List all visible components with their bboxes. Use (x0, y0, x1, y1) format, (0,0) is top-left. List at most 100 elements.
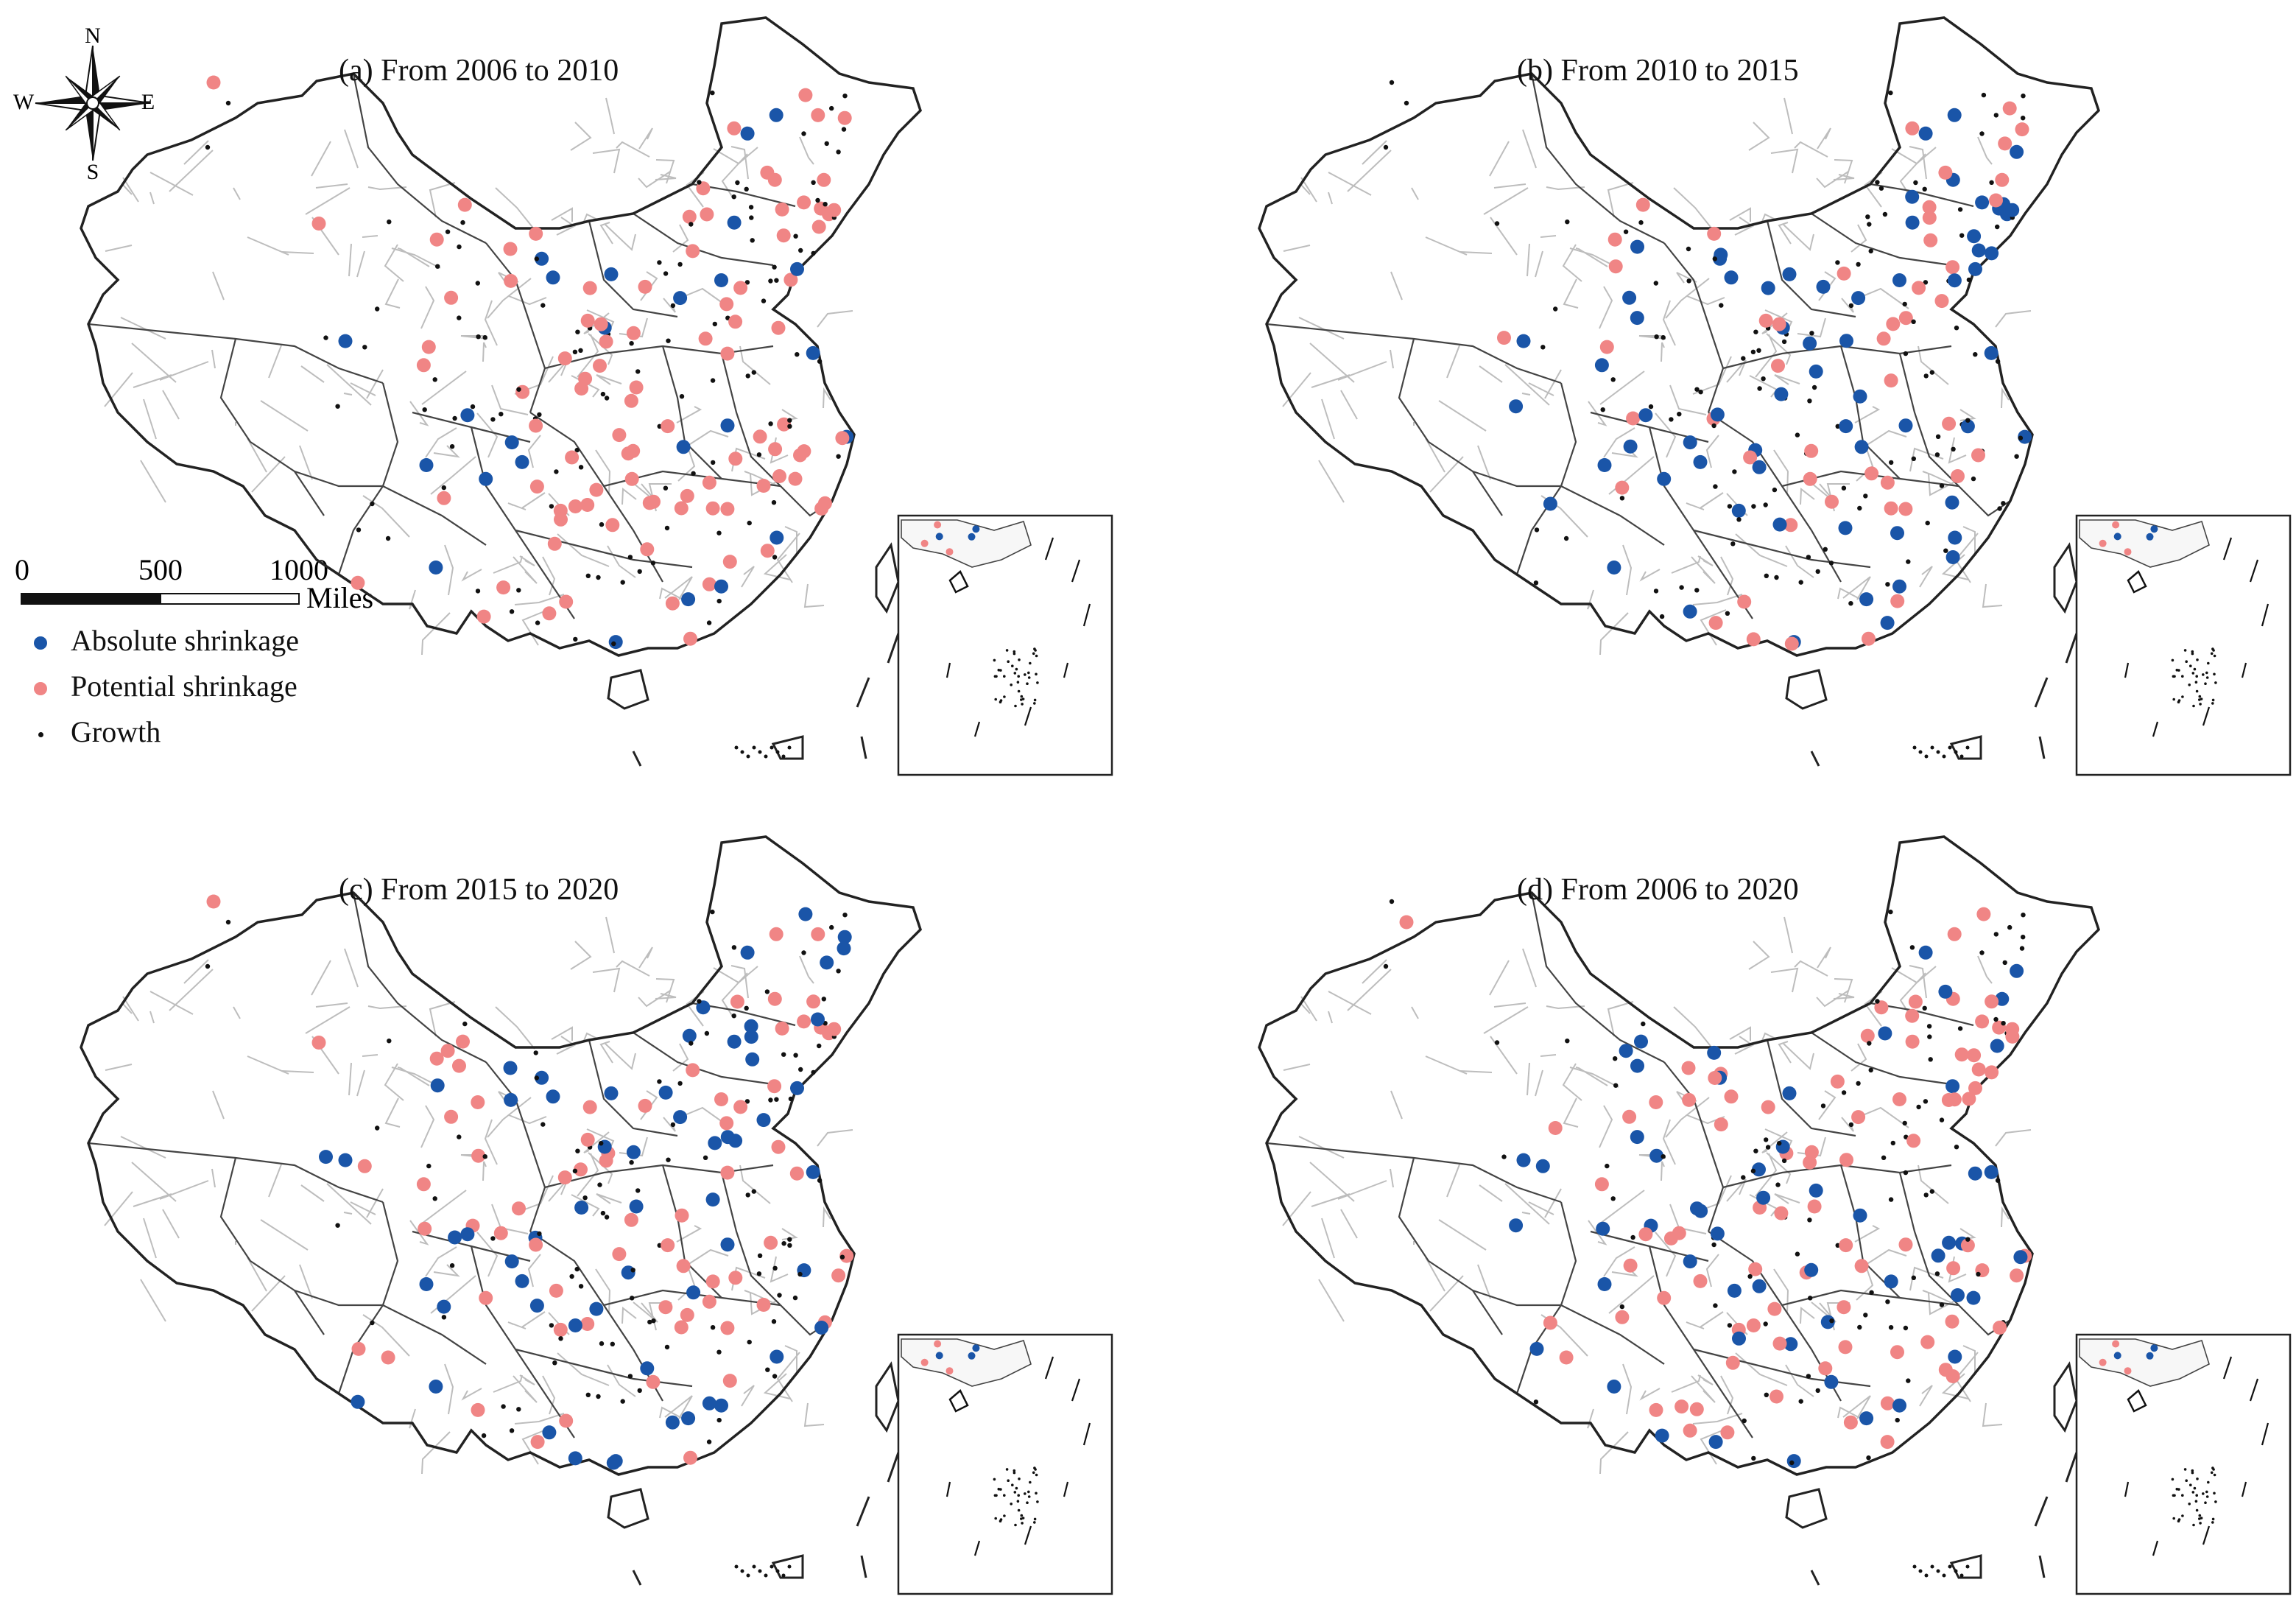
city-point-absolute (727, 1034, 742, 1049)
city-point-potential (1880, 475, 1895, 490)
city-point-growth (657, 424, 662, 429)
city-point-potential (1615, 1310, 1630, 1324)
city-point-absolute (1859, 1411, 1874, 1426)
city-point-growth (768, 421, 773, 426)
city-point-growth (797, 1271, 803, 1277)
city-point-growth (1951, 446, 1956, 452)
city-point-potential (674, 501, 689, 516)
city-points (1383, 899, 2032, 1469)
city-point-growth (1713, 1303, 1718, 1308)
south-china-sea-inset (2075, 1333, 2292, 1595)
city-point-growth (1679, 585, 1684, 590)
city-point-growth (716, 598, 722, 604)
city-point-potential (814, 502, 829, 516)
city-point-absolute (1724, 270, 1739, 285)
city-point-potential (1748, 1262, 1763, 1276)
city-point-potential (680, 1307, 694, 1322)
city-point-potential (1663, 1231, 1678, 1246)
city-point-growth (711, 460, 716, 466)
city-point-potential (1922, 200, 1937, 214)
city-point-growth (757, 1253, 763, 1258)
city-point-growth (1725, 611, 1730, 616)
city-point-potential (789, 1166, 804, 1181)
city-point-growth (1823, 547, 1828, 552)
city-point-growth (225, 919, 231, 925)
city-point-growth (761, 298, 767, 303)
city-point-absolute (728, 1134, 743, 1148)
city-point-absolute (546, 270, 560, 285)
city-point-growth (1954, 326, 1959, 331)
city-point-growth (432, 377, 437, 382)
city-point-absolute (1786, 1454, 1801, 1469)
islands (607, 1361, 900, 1586)
city-point-potential (1626, 411, 1641, 426)
city-point-potential (1725, 1355, 1740, 1370)
panel-title-d: (d) From 2006 to 2020 (1517, 873, 1799, 907)
city-point-potential (476, 609, 491, 624)
city-point-growth (798, 1067, 803, 1072)
city-point-growth (1927, 1034, 1932, 1039)
city-point-growth (1848, 303, 1854, 309)
city-point-growth (1993, 113, 1999, 118)
city-point-growth (452, 415, 457, 421)
city-point-absolute (1752, 460, 1767, 474)
city-point-potential (1892, 1092, 1906, 1106)
city-point-potential (1837, 1300, 1851, 1315)
city-point-potential (756, 1298, 771, 1312)
city-point-absolute (1948, 1349, 1962, 1364)
city-point-absolute (430, 1078, 445, 1093)
city-point-growth (600, 391, 606, 397)
city-point-absolute (1905, 189, 1920, 204)
city-point-growth (370, 1320, 375, 1326)
city-point-potential (797, 1014, 811, 1029)
city-point-absolute (676, 440, 691, 454)
city-point-potential (775, 202, 789, 217)
city-point-absolute (1543, 496, 1557, 511)
city-point-potential (720, 502, 735, 516)
city-point-potential (1830, 1074, 1845, 1089)
city-point-potential (661, 1238, 675, 1253)
city-point-growth (1600, 407, 1605, 412)
city-point-growth (1694, 588, 1700, 593)
city-point-potential (1906, 1134, 1921, 1148)
city-point-growth (1939, 1117, 1945, 1123)
city-point-absolute (1782, 1086, 1797, 1100)
city-point-growth (1383, 963, 1389, 969)
city-point-potential (1905, 1034, 1920, 1049)
city-point-potential (1548, 1121, 1563, 1135)
city-point-growth (1928, 1057, 1933, 1062)
city-point-absolute (1990, 1039, 2004, 1053)
city-point-absolute (1638, 408, 1653, 423)
city-point-absolute (1803, 336, 1817, 351)
city-point-growth (475, 281, 480, 286)
city-point-potential (1874, 1000, 1889, 1015)
city-point-growth (558, 1336, 563, 1341)
city-point-growth (578, 348, 583, 353)
city-point-potential (811, 219, 826, 234)
city-point-potential (1707, 226, 1722, 241)
city-point-growth (735, 180, 740, 186)
city-point-potential (444, 290, 459, 305)
city-point-potential (733, 281, 748, 295)
legend-swatch-absolute (34, 636, 47, 650)
map-panel-c: (c) From 2015 to 2020 (74, 819, 1141, 1607)
city-point-growth (516, 588, 521, 593)
city-point-growth (457, 315, 462, 320)
city-point-growth (1866, 1455, 1871, 1461)
scale-tick-500: 500 (138, 553, 183, 586)
city-point-absolute (2018, 429, 2032, 444)
city-point-absolute (1884, 1274, 1898, 1289)
city-point-growth (2021, 94, 2026, 99)
city-point-absolute (811, 1012, 825, 1027)
city-point-growth (1911, 319, 1916, 324)
national-boundary (1258, 16, 2101, 657)
city-point-potential (1920, 1335, 1935, 1349)
city-point-absolute (837, 930, 852, 944)
city-point-absolute (2013, 1250, 2028, 1265)
city-point-absolute (1898, 418, 1913, 433)
city-point-potential (1945, 1314, 1959, 1329)
city-point-potential (1989, 193, 2003, 208)
city-point-absolute (608, 635, 623, 650)
city-point-potential (686, 244, 700, 259)
city-point-potential (557, 1170, 572, 1185)
